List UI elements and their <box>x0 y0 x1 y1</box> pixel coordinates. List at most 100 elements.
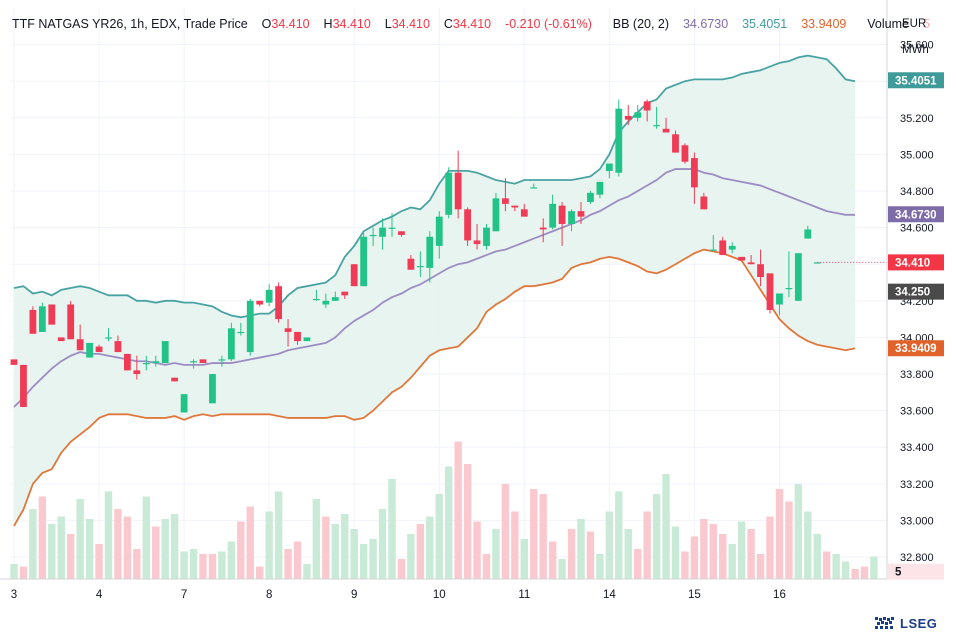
candle-body <box>662 128 670 133</box>
volume-bar <box>114 509 122 579</box>
volume-bar <box>700 519 708 579</box>
candle-body <box>615 108 623 173</box>
candle-body <box>218 359 226 361</box>
volume-bar <box>67 534 75 579</box>
y-tick-label: 33.600 <box>900 406 934 418</box>
volume-bar <box>170 514 179 579</box>
candle-body <box>171 377 179 382</box>
lseg-logo-text: LSEG <box>900 616 938 631</box>
candle-body <box>20 364 27 407</box>
candle-body <box>48 304 56 325</box>
candle-body <box>398 231 405 235</box>
axis-unit-energy: MWh <box>902 44 929 56</box>
candle-body <box>67 304 75 340</box>
volume-bar <box>624 529 632 579</box>
candle-body <box>152 361 160 364</box>
candle-body <box>454 172 462 210</box>
candle-body <box>237 331 245 334</box>
price-badge <box>888 72 944 89</box>
volume-bar <box>435 494 443 579</box>
volume-bar <box>85 519 94 579</box>
legend-open-value: 34.410 <box>271 17 310 31</box>
candle-body <box>558 205 566 224</box>
candle-body <box>776 293 783 305</box>
lseg-logo: LSEG <box>874 616 937 631</box>
volume-bar <box>766 516 774 579</box>
volume-bar <box>709 524 717 579</box>
volume-bar <box>511 511 519 579</box>
candle-body <box>473 240 481 245</box>
y-tick-label: 33.400 <box>900 442 934 454</box>
candle-body <box>728 245 736 250</box>
price-badge-label: 34.250 <box>895 287 930 299</box>
volume-bar <box>369 539 377 579</box>
volume-bar <box>407 534 415 579</box>
chart-legend: TTF NATGAS YR26, 1h, EDX, Trade Price O3… <box>12 17 930 31</box>
volume-bar <box>473 521 481 579</box>
candle-body <box>265 289 273 303</box>
volume-bar <box>841 561 850 579</box>
candle-body <box>766 273 774 310</box>
volume-bar <box>605 511 614 579</box>
volume-bar <box>218 551 226 579</box>
candle-body <box>624 115 632 120</box>
x-tick-label: 4 <box>96 589 103 601</box>
y-tick-label: 34.800 <box>900 186 934 198</box>
legend-change: -0.210 (-0.61%) <box>505 17 592 31</box>
volume-bar <box>208 554 217 579</box>
volume-bar <box>152 526 160 579</box>
volume-bar <box>539 494 547 579</box>
candle-body <box>180 394 188 413</box>
candle-body <box>190 361 197 363</box>
volume-bar <box>870 556 878 579</box>
candle-body <box>785 288 793 290</box>
candle-body <box>294 331 301 342</box>
candle-body <box>804 229 812 239</box>
candle-body <box>227 328 235 360</box>
candle-body <box>492 198 500 232</box>
volume-bar <box>728 544 736 579</box>
candle-body <box>549 203 557 228</box>
candle-body <box>435 216 443 246</box>
volume-bar <box>161 519 169 579</box>
candle-body <box>114 341 122 353</box>
volume-bar <box>341 514 349 579</box>
volume-bar <box>615 491 623 579</box>
candle-body <box>369 234 377 237</box>
candle-body <box>124 353 131 371</box>
volume-bar <box>558 559 566 579</box>
candle-body <box>719 240 727 256</box>
candle-body <box>634 112 642 118</box>
candle-body <box>483 227 490 246</box>
candle-body <box>142 363 150 365</box>
axis-unit-currency: EUR <box>902 18 927 30</box>
volume-bar <box>586 531 595 579</box>
bb-band-fill <box>14 55 856 526</box>
candle-body <box>86 342 93 358</box>
volume-bar <box>189 549 198 579</box>
volume-bar <box>643 511 651 579</box>
volume-bar <box>322 516 330 579</box>
x-tick-label: 16 <box>773 589 786 601</box>
volume-bar <box>142 496 150 579</box>
bb-upper-line <box>13 54 856 319</box>
y-tick-label: 35.000 <box>900 149 934 161</box>
legend-high-value: 34.410 <box>332 17 371 31</box>
candle-body <box>379 227 386 237</box>
candle-body <box>161 341 169 364</box>
volume-bar <box>48 524 56 579</box>
volume-bar <box>794 484 803 579</box>
candle-body <box>388 227 396 229</box>
candle-body <box>322 300 330 305</box>
volume-bar <box>104 491 113 579</box>
volume-bar <box>567 529 576 579</box>
legend-bb-middle: 34.6730 <box>682 17 729 31</box>
legend-close-value: 34.410 <box>452 17 492 31</box>
volume-bar <box>747 529 755 579</box>
candle-body <box>246 300 254 353</box>
x-tick-label: 7 <box>181 589 187 601</box>
candle-body <box>653 125 660 127</box>
volume-bar <box>832 554 840 579</box>
volume-bar <box>756 554 765 579</box>
candle-body <box>596 181 604 195</box>
